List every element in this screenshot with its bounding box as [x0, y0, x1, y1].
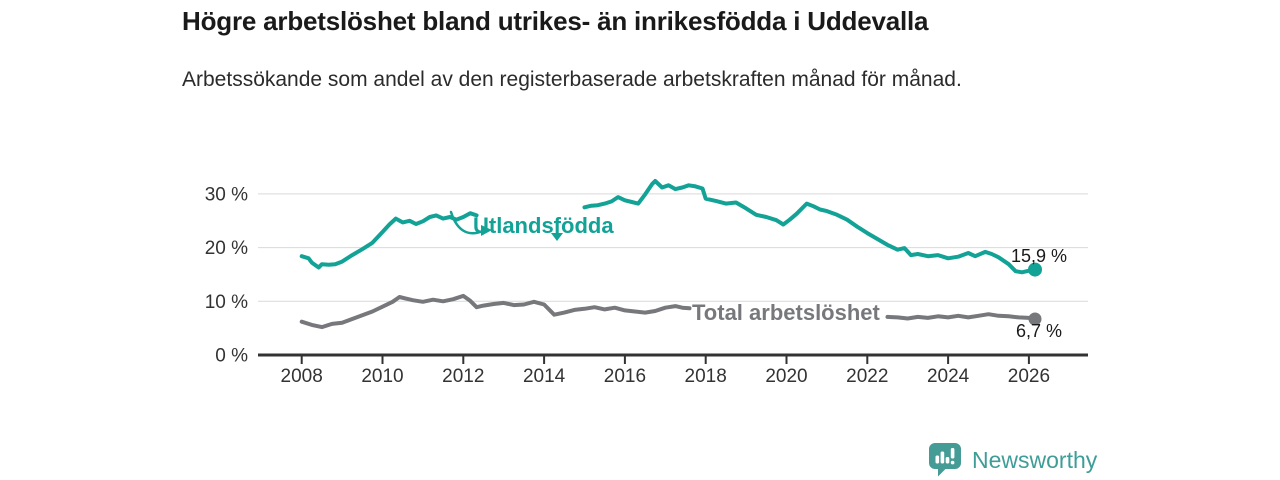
- series-line-0: [582, 179, 1037, 275]
- data-series: [299, 179, 1037, 330]
- x-tick-label: 2016: [604, 366, 646, 387]
- y-tick-label: 20 %: [205, 238, 248, 259]
- series-label-total-arbetsloshet: Total arbetslöshet: [692, 300, 881, 325]
- end-value-total: 6,7 %: [1016, 321, 1062, 341]
- chart-title: Högre arbetslöshet bland utrikes- än inr…: [182, 6, 929, 36]
- label-connector-arrowhead: [481, 225, 492, 236]
- y-tick-label: 10 %: [205, 292, 248, 313]
- series-label-utlandsfodda: Utlandsfödda: [473, 213, 614, 238]
- series-line-0: [299, 211, 479, 270]
- y-axis-labels: 0 % 10 % 20 % 30 %: [205, 184, 248, 366]
- logo-bar-chart-glyph: [935, 448, 955, 465]
- series-line-1: [885, 312, 1037, 321]
- y-tick-label: 0 %: [215, 346, 248, 367]
- x-tick-label: 2024: [927, 366, 970, 387]
- label-caret-down-icon: [551, 233, 563, 241]
- x-axis: [258, 353, 1088, 364]
- gridlines: [258, 193, 1088, 302]
- end-dot-utlandsfodda: [1028, 262, 1042, 277]
- x-tick-label: 2026: [1008, 366, 1050, 387]
- x-tick-label: 2010: [361, 366, 403, 387]
- x-tick-label: 2020: [765, 366, 807, 387]
- end-dot-total: [1028, 312, 1042, 326]
- x-tick-label: 2014: [523, 366, 566, 387]
- y-tick-label: 30 %: [205, 184, 248, 205]
- end-value-utlandsfodda: 15,9 %: [1011, 246, 1067, 266]
- chart-subtitle: Arbetssökande som andel av den registerb…: [182, 68, 962, 91]
- x-tick-label: 2022: [846, 366, 888, 387]
- label-connector-arrow: [449, 210, 485, 235]
- x-tick-label: 2008: [281, 366, 323, 387]
- newsworthy-logo-icon: [929, 443, 961, 477]
- x-axis-labels: 2008 2010 2012 2014 2016 2018 2020 2022 2024 2026: [281, 366, 1050, 387]
- x-tick-label: 2018: [685, 366, 727, 387]
- series-line-1: [299, 293, 692, 330]
- brand-footer: Newsworthy: [928, 442, 1097, 478]
- x-tick-label: 2012: [442, 366, 484, 387]
- brand-name: Newsworthy: [972, 446, 1098, 473]
